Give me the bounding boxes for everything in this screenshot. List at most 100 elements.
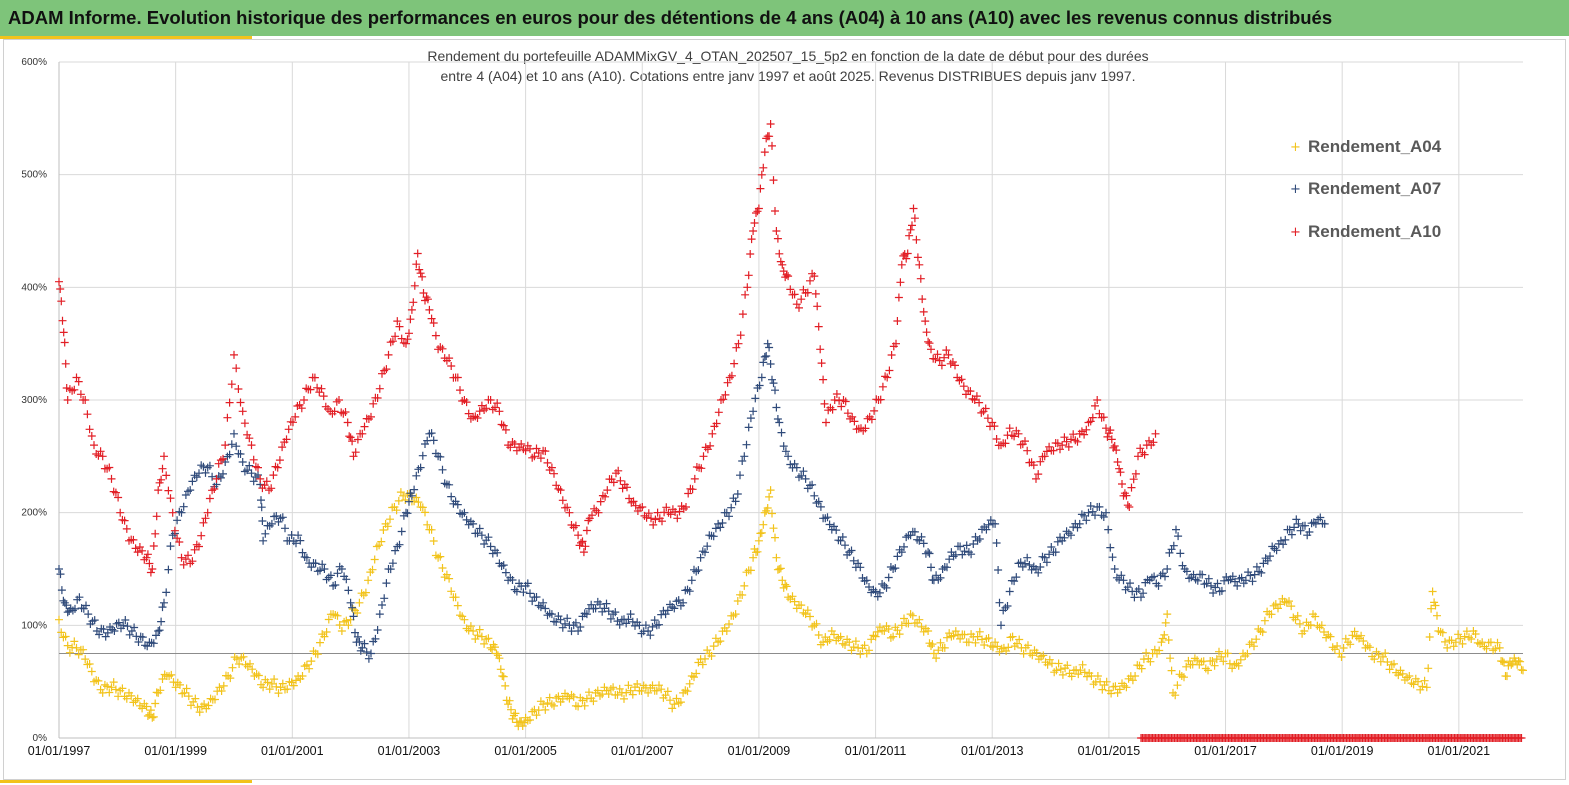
- data-point: [814, 631, 823, 639]
- data-point: [311, 559, 320, 568]
- data-point: [886, 633, 895, 642]
- data-point: [1208, 657, 1217, 665]
- data-point: [219, 454, 227, 463]
- data-point: [375, 610, 384, 619]
- data-point: [1012, 573, 1021, 582]
- data-point: [234, 385, 243, 393]
- data-point: [427, 429, 436, 438]
- data-point: [1091, 401, 1099, 410]
- data-point: [1122, 491, 1131, 500]
- data-point: [415, 265, 424, 274]
- data-point: [718, 519, 727, 527]
- data-point: [320, 632, 329, 641]
- data-point: [177, 553, 186, 562]
- data-point: [517, 440, 526, 448]
- data-point: [708, 429, 717, 438]
- data-point: [539, 598, 548, 607]
- data-point: [703, 646, 712, 655]
- data-point: [94, 676, 103, 685]
- data-point: [932, 654, 941, 663]
- data-point: [475, 625, 484, 634]
- data-point: [1103, 432, 1112, 441]
- data-point: [1301, 521, 1309, 530]
- data-point: [1256, 627, 1265, 635]
- data-point: [429, 436, 438, 445]
- data-point: [122, 524, 131, 533]
- data-point: [1115, 464, 1124, 473]
- data-point: [604, 607, 613, 616]
- data-point: [880, 627, 889, 635]
- data-point: [1180, 673, 1188, 682]
- data-point: [523, 579, 532, 588]
- data-point: [243, 466, 252, 475]
- data-point: [1311, 612, 1320, 621]
- legend-marker-a07: +: [1290, 182, 1301, 197]
- data-point: [1193, 656, 1202, 665]
- data-point: [801, 474, 810, 483]
- data-point: [819, 638, 828, 647]
- data-point: [225, 450, 234, 459]
- data-point: [1517, 734, 1526, 742]
- data-point: [382, 579, 391, 588]
- data-point: [943, 633, 951, 642]
- data-point: [1519, 666, 1527, 675]
- data-point: [57, 628, 66, 637]
- data-point: [596, 497, 605, 506]
- data-point: [893, 317, 902, 325]
- data-point: [790, 597, 799, 606]
- data-point: [812, 619, 821, 628]
- data-point: [60, 338, 69, 347]
- data-point: [158, 675, 167, 683]
- data-point: [817, 359, 826, 368]
- data-point: [1042, 558, 1051, 567]
- data-point: [587, 600, 596, 609]
- data-point: [646, 631, 655, 640]
- data-point: [466, 622, 475, 631]
- data-point: [375, 384, 384, 393]
- data-point: [110, 627, 119, 635]
- data-point: [134, 638, 143, 646]
- data-point: [344, 621, 353, 630]
- data-point: [236, 398, 245, 407]
- data-point: [1098, 685, 1107, 694]
- data-point: [887, 351, 896, 359]
- data-point: [191, 694, 200, 703]
- data-point: [759, 163, 768, 172]
- data-point: [508, 714, 517, 723]
- data-point: [762, 352, 771, 360]
- data-point: [741, 290, 750, 299]
- data-point: [383, 522, 392, 531]
- data-point: [1051, 548, 1060, 557]
- data-point: [895, 630, 904, 639]
- legend-marker-a04: +: [1290, 140, 1301, 155]
- data-point: [536, 454, 545, 463]
- data-point: [931, 355, 940, 364]
- data-point: [768, 509, 776, 518]
- data-point: [915, 260, 924, 269]
- data-point: [114, 493, 123, 502]
- data-point: [386, 515, 394, 524]
- data-point: [267, 679, 276, 688]
- data-point: [1116, 468, 1125, 477]
- data-point: [116, 508, 125, 517]
- data-point: [865, 646, 873, 655]
- data-point: [278, 679, 287, 688]
- data-point: [1161, 618, 1170, 627]
- data-point: [830, 396, 839, 404]
- data-point: [1409, 680, 1418, 689]
- data-point: [232, 442, 241, 451]
- data-point: [1045, 550, 1054, 559]
- data-point: [1151, 429, 1160, 438]
- data-point: [576, 623, 585, 631]
- data-point: [810, 491, 819, 500]
- data-point: [945, 555, 954, 564]
- y-tick-label: 300%: [21, 395, 47, 406]
- data-point: [388, 337, 397, 346]
- data-point: [395, 322, 404, 331]
- data-point: [600, 604, 609, 613]
- data-point: [571, 521, 580, 530]
- data-point: [648, 622, 657, 631]
- data-point: [733, 597, 742, 605]
- data-point: [486, 542, 495, 551]
- data-point: [475, 524, 484, 533]
